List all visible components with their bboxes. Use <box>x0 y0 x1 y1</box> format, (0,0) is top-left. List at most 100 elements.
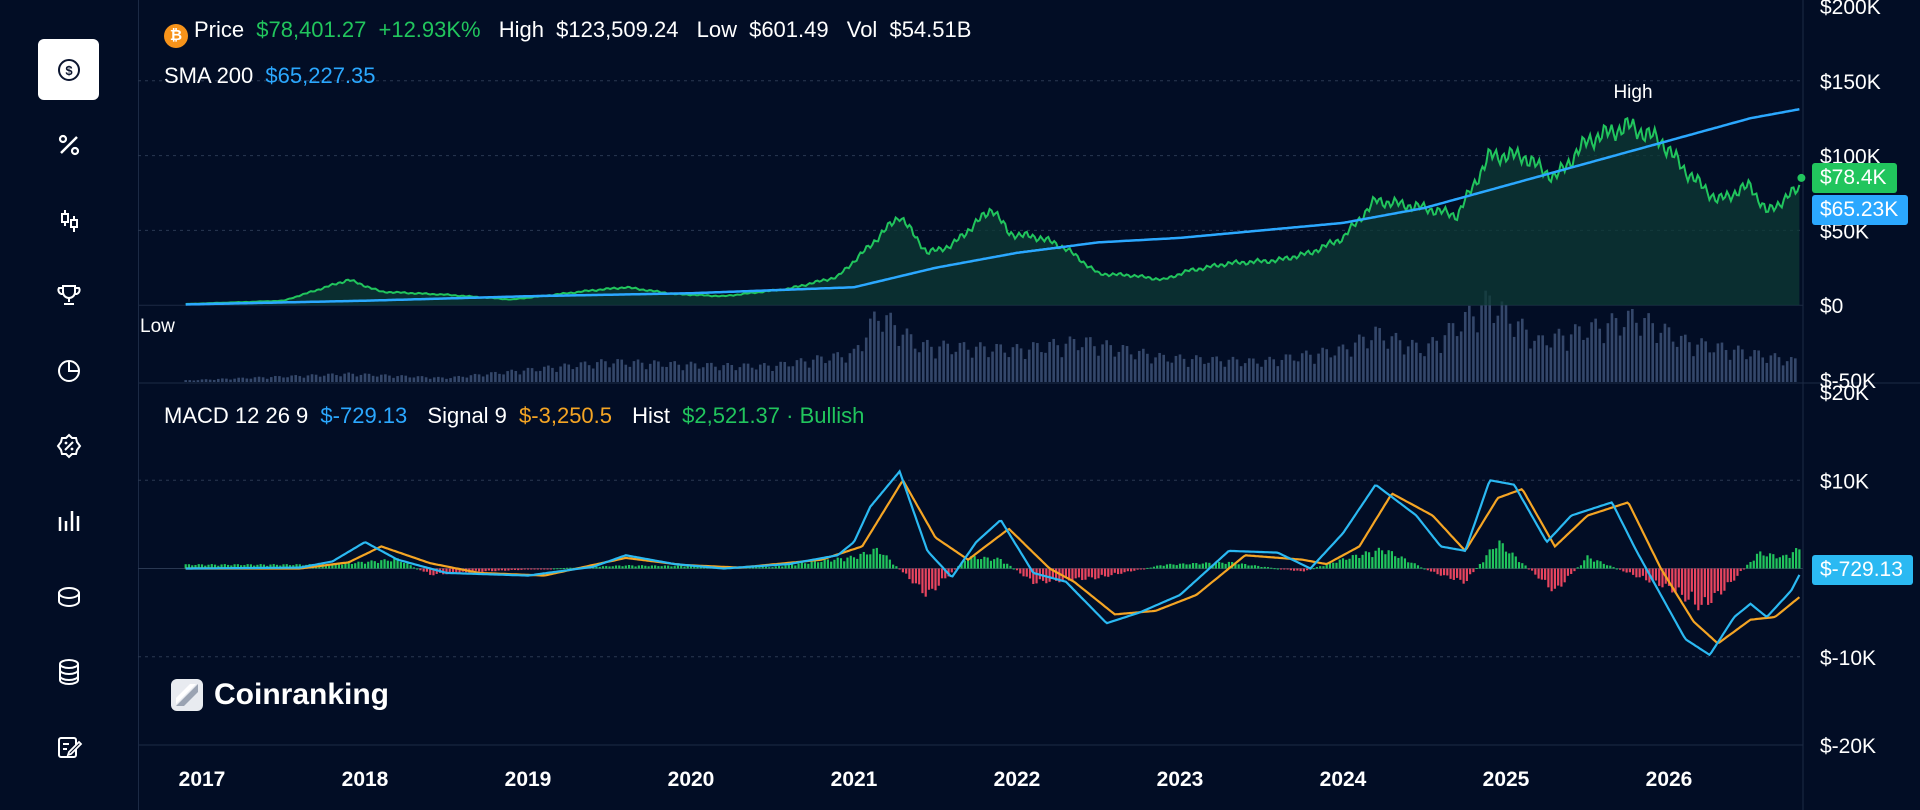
volume-bar <box>1199 357 1202 382</box>
histogram-bar <box>275 564 279 569</box>
price-change: +12.93K% <box>378 17 481 42</box>
volume-bar <box>1178 354 1182 382</box>
histogram-bar <box>536 568 539 570</box>
sidebar-button-pie-chart[interactable] <box>38 340 99 401</box>
volume-bar <box>1341 344 1345 382</box>
volume-bar <box>669 362 672 382</box>
volume-bar <box>200 379 204 382</box>
histogram-bar <box>1201 563 1204 569</box>
volume-bar <box>714 366 717 382</box>
volume-bar <box>1256 363 1259 382</box>
histogram-bar <box>1576 567 1579 569</box>
volume-bar <box>506 371 509 382</box>
histogram-bar <box>1293 568 1296 571</box>
volume-bar <box>221 378 224 382</box>
volume-bar <box>885 315 888 382</box>
histogram-bar <box>552 568 556 570</box>
histogram-bar <box>478 568 481 572</box>
volume-bar <box>966 349 970 382</box>
histogram-bar <box>611 566 614 569</box>
histogram-bar <box>918 568 921 585</box>
histogram-bar <box>1729 568 1733 582</box>
histogram-bar <box>689 565 693 569</box>
volume-bar <box>563 363 566 382</box>
histogram-bar <box>794 565 797 569</box>
edit-document-icon <box>57 737 82 759</box>
volume-bar <box>1508 323 1512 382</box>
volume-bar <box>1533 340 1536 382</box>
volume-bar <box>860 351 864 382</box>
volume-bar <box>1032 342 1035 382</box>
sidebar-button-candle[interactable] <box>38 190 99 251</box>
histogram-bar <box>406 563 409 569</box>
histogram-bar <box>1364 551 1367 569</box>
volume-bar <box>824 363 827 382</box>
sidebar-button-edit-document[interactable] <box>38 717 99 778</box>
volume-bar <box>1272 359 1276 382</box>
volume-bar <box>881 331 884 382</box>
volume-bar <box>1142 348 1145 382</box>
sidebar-button-percent-badge[interactable] <box>38 416 99 477</box>
histogram-bar <box>1488 549 1491 569</box>
histogram-bar <box>1071 568 1074 582</box>
histogram-bar <box>1348 558 1351 569</box>
histogram-bar <box>1707 568 1710 605</box>
x-tick-2019: 2019 <box>505 768 552 791</box>
volume-bar <box>473 373 477 382</box>
histogram-bar <box>1410 562 1413 569</box>
histogram-bar <box>686 566 689 569</box>
volume-bar <box>380 374 383 382</box>
x-tick-2025: 2025 <box>1483 768 1530 791</box>
volume-bar <box>469 375 473 382</box>
volume-bar <box>1072 339 1076 382</box>
sidebar-button-trophy[interactable] <box>38 265 99 326</box>
histogram-bar <box>1527 568 1530 570</box>
histogram-bar <box>324 564 327 569</box>
histogram-bar <box>1495 548 1498 569</box>
volume-bar <box>758 364 762 382</box>
volume-bar <box>1190 359 1194 382</box>
histogram-bar <box>637 565 640 569</box>
volume-bar <box>1040 352 1043 382</box>
sidebar-button-coins-stack[interactable] <box>38 641 99 702</box>
histogram-bar <box>1573 568 1576 572</box>
histogram-bar <box>856 558 859 569</box>
sidebar-button-bar-chart[interactable] <box>38 491 99 552</box>
histogram-bar <box>1462 568 1465 584</box>
histogram-bar <box>448 568 451 573</box>
histogram-bar <box>882 554 885 569</box>
histogram-bar <box>1615 568 1618 570</box>
price-legend: ₿ Price $78,401.27 +12.93K% High $123,509… <box>164 17 977 48</box>
histogram-bar <box>1433 568 1436 572</box>
volume-bar <box>310 374 314 382</box>
histogram-bar <box>1182 563 1185 569</box>
volume-bar <box>779 361 782 382</box>
volume-bar <box>1614 318 1618 382</box>
histogram-bar <box>1785 554 1788 569</box>
volume-bar <box>1753 350 1756 382</box>
histogram-bar <box>953 568 957 570</box>
histogram-bar <box>1315 567 1319 569</box>
sidebar-button-dollar-circle[interactable]: $ <box>38 39 99 100</box>
histogram-bar <box>1511 552 1514 569</box>
histogram-bar <box>1690 568 1693 592</box>
histogram-bar <box>1253 565 1257 569</box>
volume-bar <box>893 325 897 382</box>
histogram-bar <box>1224 563 1227 569</box>
histogram-bar <box>210 564 213 569</box>
volume-bar <box>192 380 196 382</box>
volume-bar <box>1679 335 1683 382</box>
histogram-bar <box>1716 568 1719 592</box>
histogram-bar <box>973 556 976 569</box>
volume-bar <box>441 377 444 382</box>
coin-icon <box>57 586 80 607</box>
histogram-bar <box>1286 568 1289 570</box>
price-area <box>185 118 1800 306</box>
volume-bar <box>363 373 367 382</box>
sidebar-button-coin[interactable] <box>38 566 99 627</box>
volume-bar <box>1358 334 1361 382</box>
volume-bar <box>375 376 379 382</box>
volume-bar <box>278 376 281 382</box>
volume-bar <box>950 354 954 382</box>
sidebar-button-percent[interactable] <box>38 114 99 175</box>
